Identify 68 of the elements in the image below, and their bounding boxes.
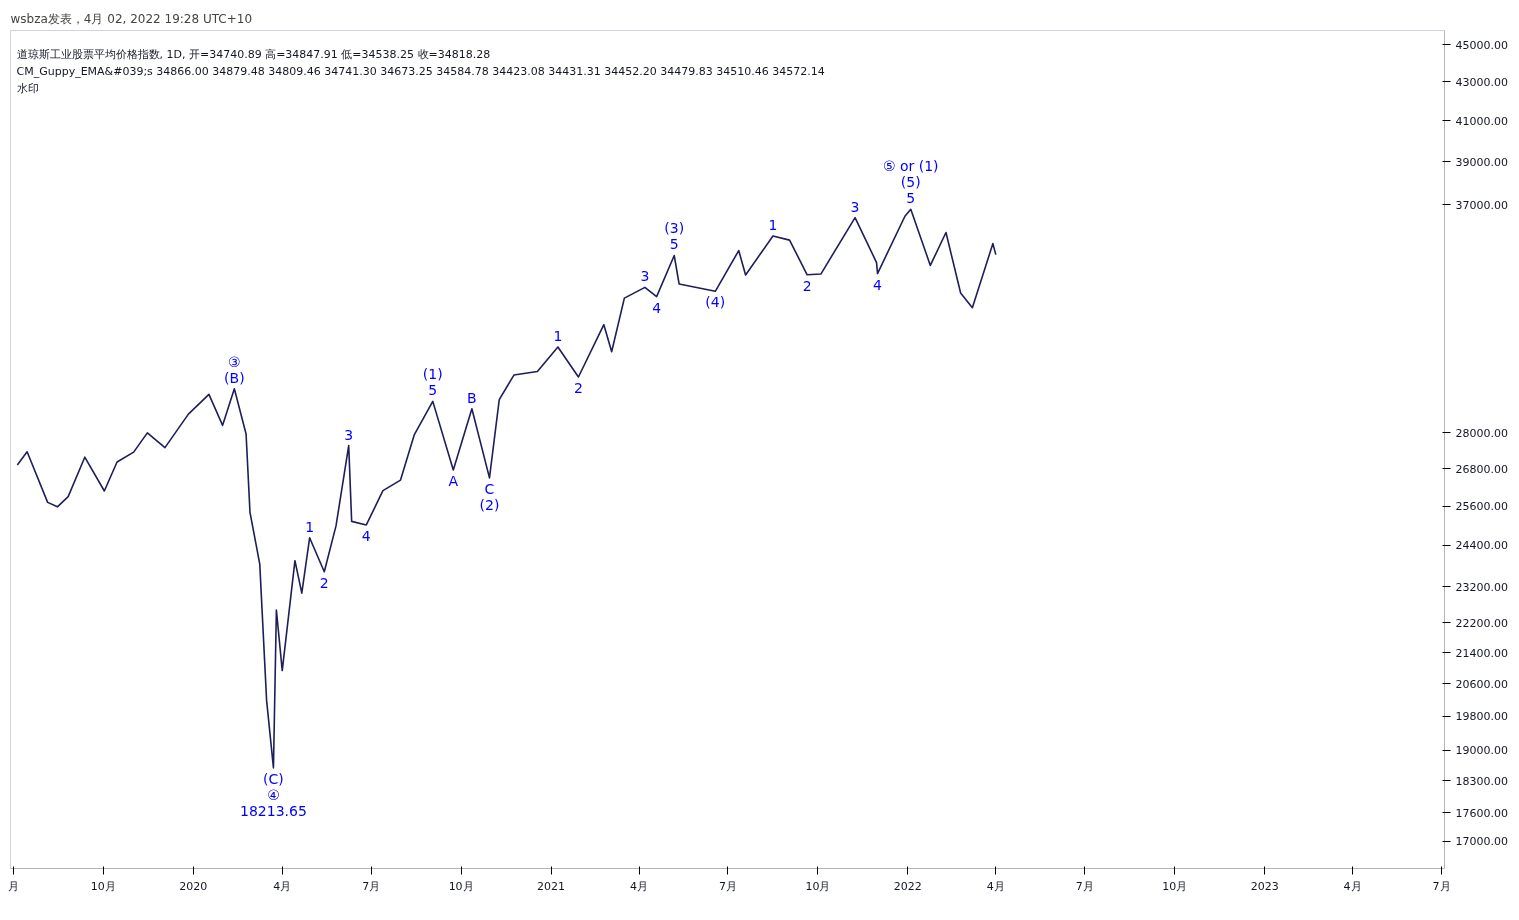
annotation: 1 — [553, 327, 563, 344]
x-tick-label: 4月 — [1343, 879, 1362, 893]
annotation: (B) — [224, 369, 245, 386]
y-tick-label: 18300.00 — [1455, 774, 1508, 788]
annotation: 3 — [640, 268, 650, 285]
annotation: (5) — [900, 174, 921, 191]
annotation: 5 — [428, 382, 438, 399]
annotation: (C) — [263, 770, 284, 787]
x-tick-label: 10月 — [805, 879, 831, 893]
x-tick-label: 月 — [7, 879, 19, 893]
annotation: 3 — [850, 198, 860, 215]
y-tick-label: 25600.00 — [1455, 500, 1508, 514]
annotation: 18213.65 — [240, 802, 307, 819]
y-tick-label: 17600.00 — [1455, 806, 1508, 820]
annotation: 5 — [669, 236, 679, 253]
x-tick-label: 10月 — [448, 879, 474, 893]
annotation: 4 — [652, 299, 662, 316]
annotation: CM_Guppy_EMA&#039;s 34866.00 34879.48 34809.46 34741.30 34673.25 34584.78 34423.08 34431.31 34452.20 34479.83 34510.46 34572.14 — [16, 64, 825, 78]
annotation: 1 — [305, 518, 315, 535]
y-tick-label: 19000.00 — [1455, 744, 1508, 758]
annotation: 5 — [906, 190, 916, 207]
y-tick-label: 17000.00 — [1455, 835, 1508, 849]
y-tick-label: 43000.00 — [1455, 75, 1508, 89]
annotation: ⑤ or (1) — [882, 158, 939, 175]
annotation: (4) — [705, 294, 726, 311]
x-tick-label: 4月 — [630, 879, 649, 893]
chart-title: wsbza发表，4月 02, 2022 19:28 UTC+10 — [10, 11, 253, 26]
x-tick-label: 10月 — [1162, 879, 1188, 893]
x-tick-label: 7月 — [1075, 879, 1094, 893]
annotation: 道琼斯工业股票平均价格指数, 1D, 开=34740.89 高=34847.91 低=34538.25 收=34818.28 — [16, 47, 491, 61]
y-tick-label: 39000.00 — [1455, 155, 1508, 169]
y-tick-label: 41000.00 — [1455, 114, 1508, 128]
annotation: A — [448, 472, 459, 489]
x-tick-label: 2020 — [179, 879, 208, 893]
x-tick-label: 2021 — [537, 879, 566, 893]
x-tick-label: 7月 — [1432, 879, 1451, 893]
annotation: B — [467, 389, 477, 406]
annotation: 4 — [873, 276, 883, 293]
x-tick-label: 4月 — [986, 879, 1005, 893]
y-tick-label: 19800.00 — [1455, 710, 1508, 724]
x-tick-label: 7月 — [718, 879, 737, 893]
x-tick-label: 7月 — [362, 879, 381, 893]
annotation: (3) — [664, 220, 685, 237]
annotation: 2 — [802, 277, 812, 294]
y-tick-label: 20600.00 — [1455, 677, 1508, 691]
annotation: 3 — [344, 426, 354, 443]
annotation: ④ — [267, 786, 280, 803]
y-tick-label: 21400.00 — [1455, 646, 1508, 660]
y-tick-label: 22200.00 — [1455, 616, 1508, 630]
annotation: 1 — [768, 216, 778, 233]
x-tick-label: 2022 — [893, 879, 922, 893]
y-tick-label: 45000.00 — [1455, 38, 1508, 52]
x-tick-label: 2023 — [1250, 879, 1279, 893]
y-tick-label: 23200.00 — [1455, 580, 1508, 594]
annotation: ③ — [228, 353, 241, 370]
y-tick-label: 28000.00 — [1455, 426, 1508, 440]
y-tick-label: 37000.00 — [1455, 198, 1508, 212]
annotation: (1) — [422, 366, 443, 383]
y-tick-label: 24400.00 — [1455, 539, 1508, 553]
annotation: (2) — [479, 496, 500, 513]
annotation: 水印 — [16, 81, 39, 95]
annotation: 2 — [573, 379, 583, 396]
x-tick-label: 10月 — [90, 879, 116, 893]
annotation: C — [484, 480, 495, 497]
annotation: 2 — [319, 574, 329, 591]
y-tick-label: 26800.00 — [1455, 462, 1508, 476]
x-tick-label: 4月 — [273, 879, 292, 893]
annotation: 4 — [361, 527, 371, 544]
